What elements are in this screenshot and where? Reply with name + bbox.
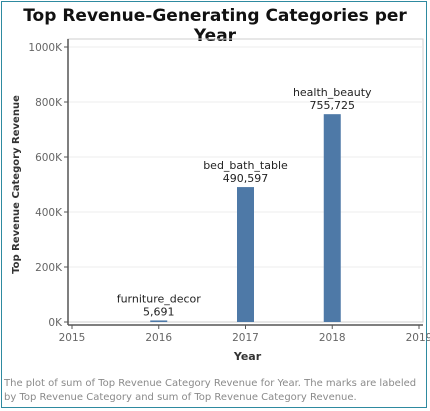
bar-2016[interactable] <box>150 320 168 322</box>
bar-value-label-2016: 5,691 <box>143 305 175 318</box>
bar-category-label-2018: health_beauty <box>293 86 372 99</box>
y-tick-label-1: 200K <box>35 262 63 274</box>
bar-2018[interactable] <box>323 114 341 322</box>
bar-2017[interactable] <box>237 187 254 322</box>
bars <box>150 114 341 322</box>
x-tick-label-1: 2016 <box>145 332 172 344</box>
x-tick-label-2: 2017 <box>232 332 259 344</box>
y-tick-label-2: 400K <box>35 207 63 219</box>
bar-value-label-2017: 490,597 <box>223 172 269 185</box>
x-tick-label-3: 2018 <box>319 332 346 344</box>
bar-category-label-2017: bed_bath_table <box>203 159 288 172</box>
axes: 0K 200K 400K 600K 800K 1000K 2015 2016 2017 2018 2… <box>11 39 430 363</box>
chart-title: Top Revenue-Generating Categories per Ye… <box>23 6 407 46</box>
bar-category-label-2016: furniture_decor <box>117 292 202 305</box>
y-tick-label-4: 800K <box>35 97 63 109</box>
y-axis-title: Top Revenue Category Revenue <box>11 95 22 274</box>
y-tick-label-3: 600K <box>35 152 63 164</box>
chart-caption: The plot of sum of Top Revenue Category … <box>4 378 417 403</box>
bar-value-label-2018: 755,725 <box>310 99 356 112</box>
x-axis-title: Year <box>233 350 262 363</box>
y-tick-label-5: 1000K <box>28 42 63 54</box>
x-tick-label-4: 2019 <box>406 332 430 344</box>
x-tick-label-0: 2015 <box>59 332 86 344</box>
y-tick-label-0: 0K <box>48 317 63 329</box>
